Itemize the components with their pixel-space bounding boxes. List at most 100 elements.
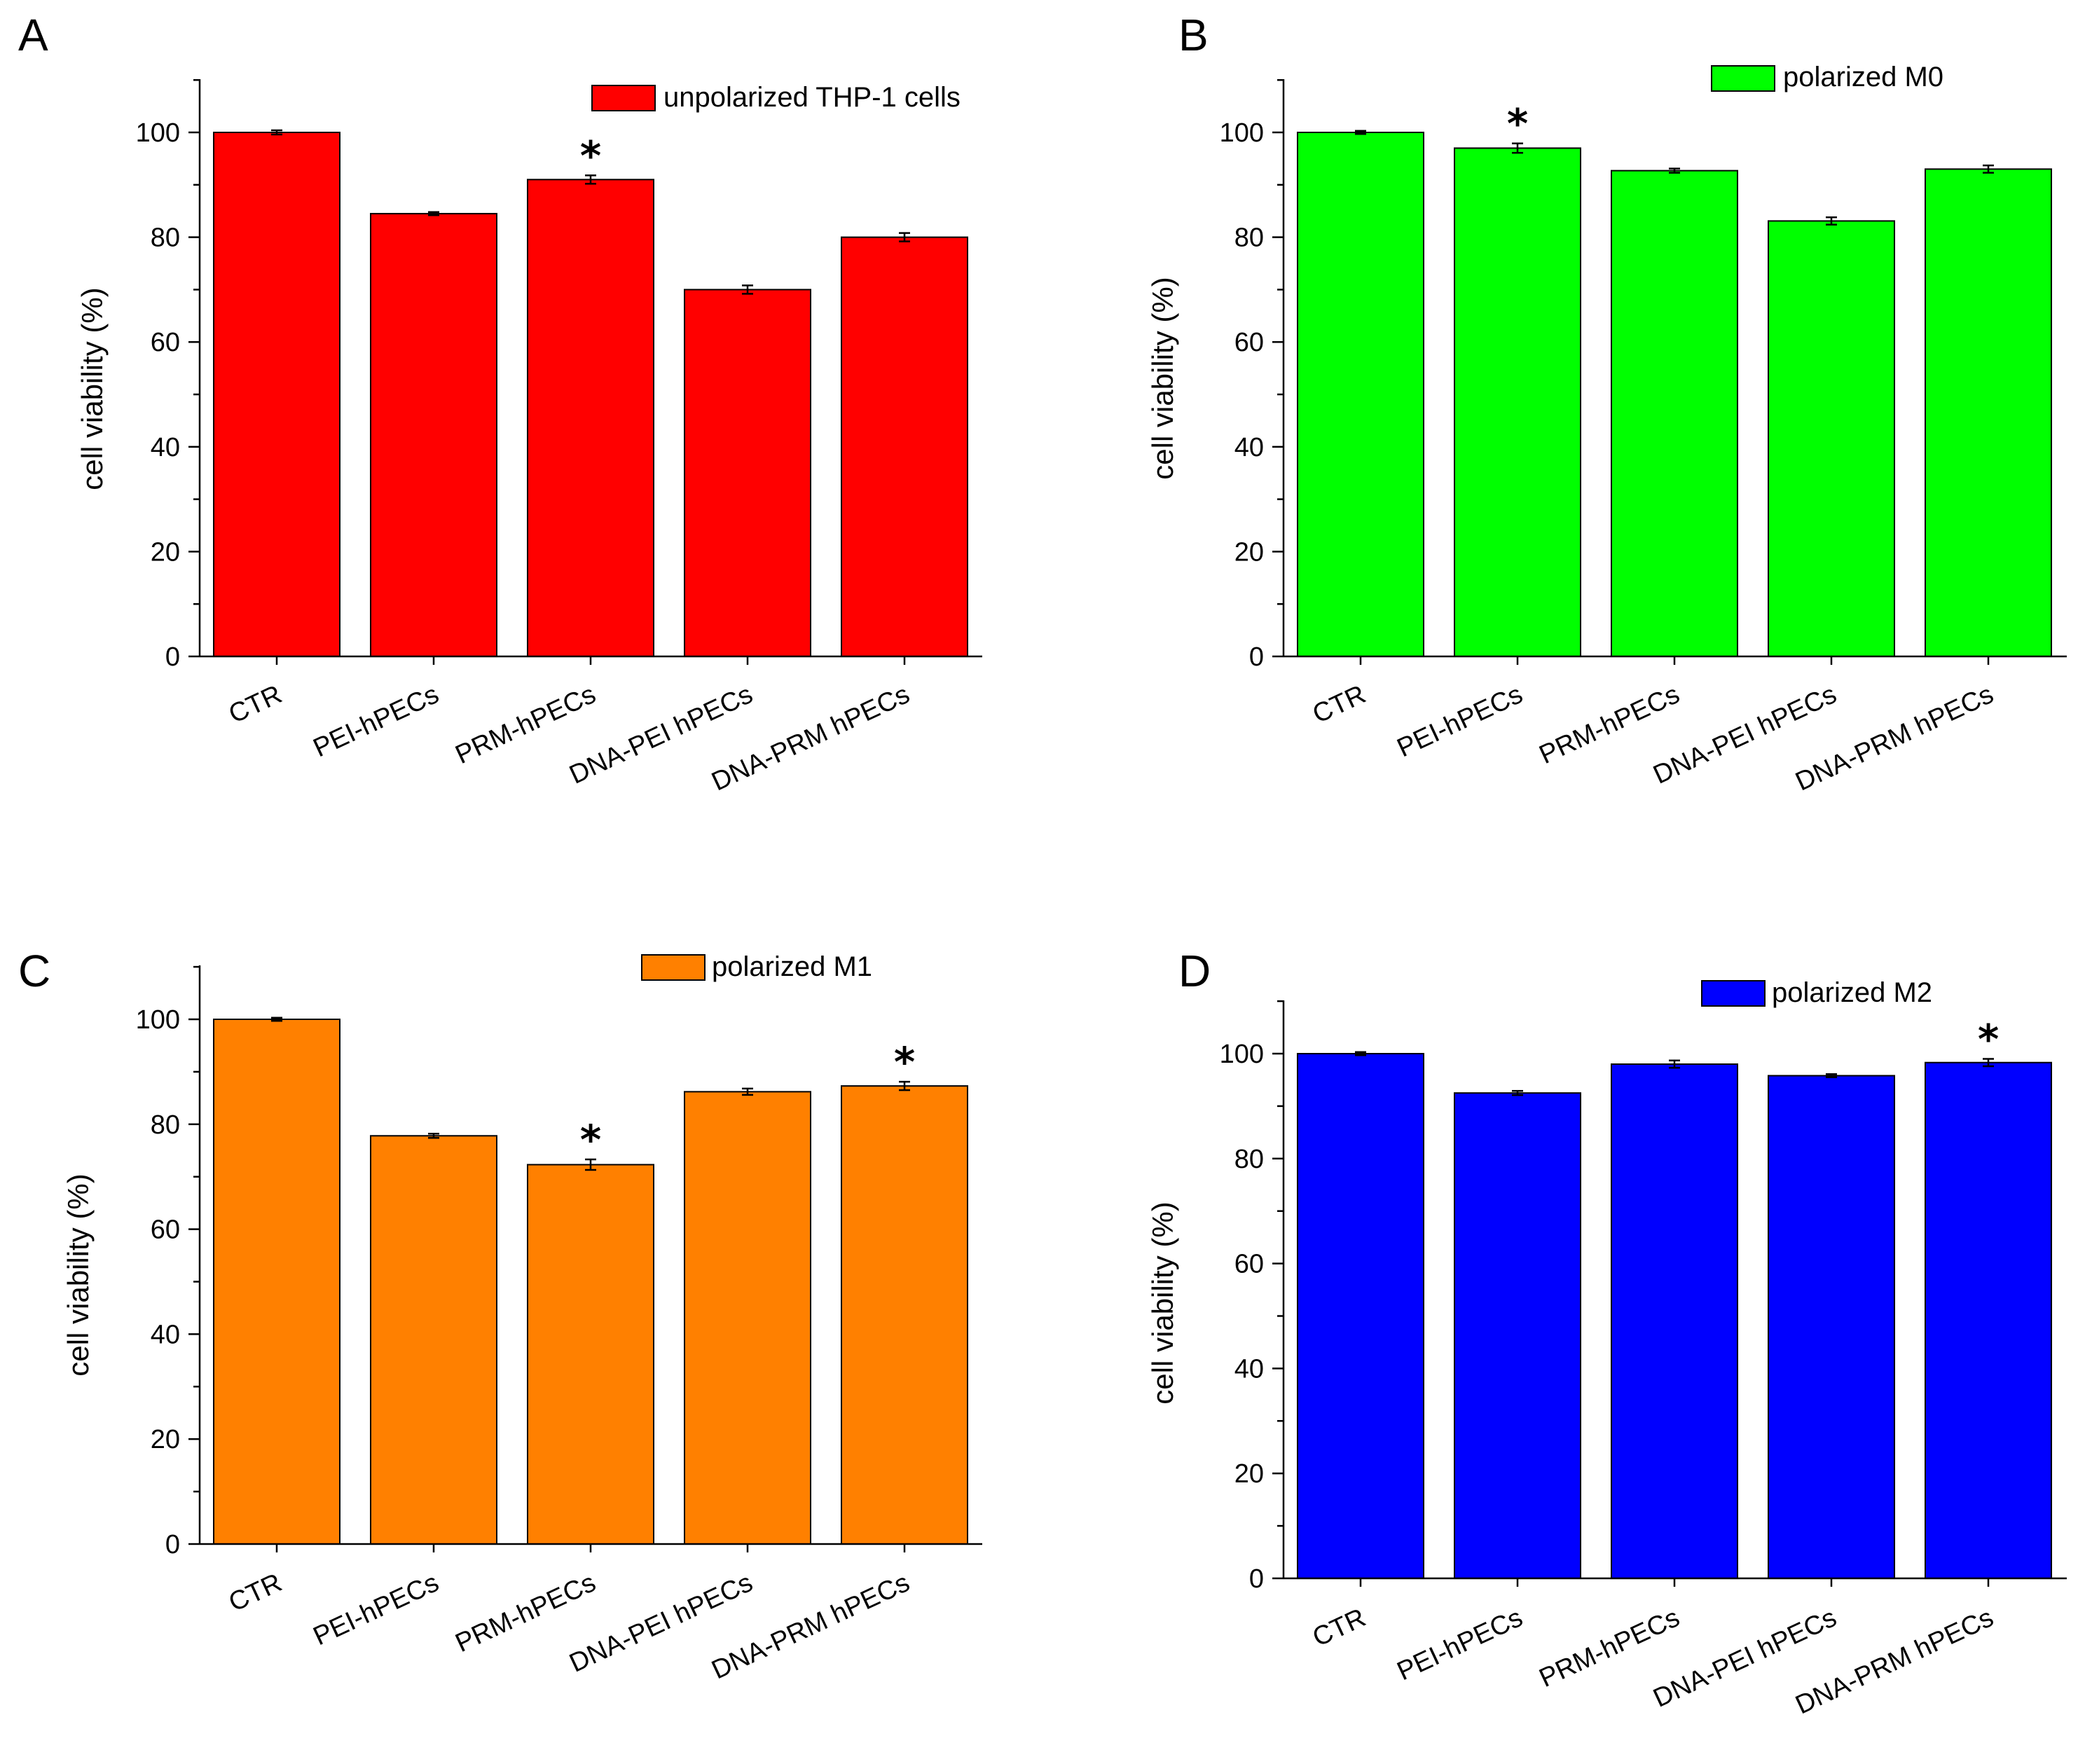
error-bar	[1669, 1059, 1680, 1069]
bar-dna-prm-hpecs	[841, 236, 968, 658]
category-label: PEI-hPECs	[1393, 680, 1527, 763]
legend: polarized M0	[1711, 62, 1943, 92]
category-label: PEI-hPECs	[309, 1568, 443, 1651]
y-tick-label: 80	[151, 1110, 180, 1140]
y-tick-label: 60	[1234, 1250, 1264, 1279]
bar-dna-pei-hpecs	[1768, 220, 1895, 657]
y-tick-label: 100	[136, 1005, 180, 1035]
error-bar	[1355, 1051, 1366, 1056]
y-tick-label: 80	[1234, 1145, 1264, 1174]
y-tick-label: 100	[1220, 1040, 1264, 1069]
y-tick-label: 60	[1234, 328, 1264, 357]
y-tick-label: 0	[1249, 642, 1264, 672]
category-label: PRM-hPECs	[1535, 1603, 1684, 1693]
y-tick-label: 60	[151, 328, 180, 357]
y-tick-label: 40	[151, 1320, 180, 1349]
y-tick-label: 100	[1220, 118, 1264, 148]
significance-marker: *	[1507, 100, 1528, 148]
significance-marker: *	[1978, 1015, 1999, 1063]
y-tick-label: 0	[165, 1530, 180, 1559]
category-label: PRM-hPECs	[451, 1568, 600, 1658]
category-label: PEI-hPECs	[1393, 1603, 1527, 1686]
bar-prm-hpecs	[527, 179, 654, 657]
legend: unpolarized THP-1 cells	[591, 82, 961, 113]
error-bar	[1512, 142, 1523, 154]
bar-pei-hpecs	[370, 1135, 497, 1545]
error-bar	[1512, 1089, 1523, 1096]
category-label: PRM-hPECs	[1535, 680, 1684, 770]
error-bar	[271, 129, 282, 136]
y-tick-label: 0	[1249, 1564, 1264, 1594]
significance-marker: *	[894, 1038, 915, 1086]
y-tick-label: 40	[1234, 1354, 1264, 1384]
y-axis-title: cell viability (%)	[62, 1173, 95, 1376]
bar-dna-prm-hpecs	[841, 1085, 968, 1545]
y-axis-title: cell viability (%)	[1146, 277, 1179, 479]
legend-swatch	[641, 954, 706, 981]
y-tick-label: 40	[1234, 433, 1264, 462]
category-label: CTR	[1308, 680, 1370, 729]
category-label: CTR	[1308, 1603, 1370, 1653]
bar-prm-hpecs	[1611, 1063, 1738, 1579]
legend-label: polarized M0	[1783, 62, 1943, 92]
y-tick-label: 80	[1234, 223, 1264, 253]
bar-dna-pei-hpecs	[684, 1091, 811, 1545]
legend: polarized M2	[1701, 977, 1932, 1008]
bar-ctr	[1297, 132, 1424, 657]
y-tick-label: 20	[151, 537, 180, 567]
bar-pei-hpecs	[370, 212, 497, 657]
category-label: PRM-hPECs	[451, 680, 600, 770]
y-tick-label: 60	[151, 1215, 180, 1245]
error-bar	[742, 284, 753, 295]
error-bar	[899, 1080, 910, 1091]
bar-dna-pei-hpecs	[1768, 1075, 1895, 1579]
bar-dna-prm-hpecs	[1925, 168, 2052, 658]
error-bar	[271, 1017, 282, 1022]
bar-prm-hpecs	[1611, 170, 1738, 657]
y-axis-title: cell viability (%)	[76, 287, 109, 490]
error-bar	[899, 232, 910, 242]
legend-swatch	[1711, 65, 1775, 92]
bar-pei-hpecs	[1454, 1092, 1581, 1580]
legend-label: polarized M1	[712, 951, 872, 982]
bar-ctr	[213, 1019, 340, 1545]
bar-dna-pei-hpecs	[684, 289, 811, 657]
bar-prm-hpecs	[527, 1164, 654, 1545]
bar-pei-hpecs	[1454, 147, 1581, 657]
legend-label: polarized M2	[1772, 977, 1932, 1008]
legend: polarized M1	[641, 951, 872, 982]
y-tick-label: 20	[151, 1425, 180, 1454]
y-tick-label: 80	[151, 223, 180, 253]
significance-marker: *	[580, 1116, 601, 1164]
category-label: PEI-hPECs	[309, 680, 443, 763]
error-bar	[428, 211, 439, 216]
error-bar	[742, 1087, 753, 1096]
y-tick-label: 20	[1234, 1459, 1264, 1489]
error-bar	[1826, 1073, 1837, 1078]
error-bar	[1983, 1058, 1994, 1068]
category-label: CTR	[224, 680, 287, 729]
error-bar	[1355, 130, 1366, 135]
panel-letter: A	[18, 10, 48, 60]
panel-letter: C	[18, 946, 50, 996]
error-bar	[585, 1158, 596, 1171]
error-bar	[585, 174, 596, 185]
bar-ctr	[1297, 1053, 1424, 1579]
category-label: CTR	[224, 1568, 287, 1618]
bar-dna-prm-hpecs	[1925, 1061, 2052, 1580]
significance-marker: *	[580, 132, 601, 179]
panel-letter: B	[1178, 10, 1209, 60]
error-bar	[428, 1133, 439, 1139]
error-bar	[1669, 167, 1680, 174]
legend-label: unpolarized THP-1 cells	[663, 82, 961, 113]
error-bar	[1983, 164, 1994, 174]
error-bar	[1826, 216, 1837, 226]
y-tick-label: 0	[165, 642, 180, 672]
y-tick-label: 100	[136, 118, 180, 148]
legend-swatch	[591, 85, 656, 111]
bar-ctr	[213, 132, 340, 657]
